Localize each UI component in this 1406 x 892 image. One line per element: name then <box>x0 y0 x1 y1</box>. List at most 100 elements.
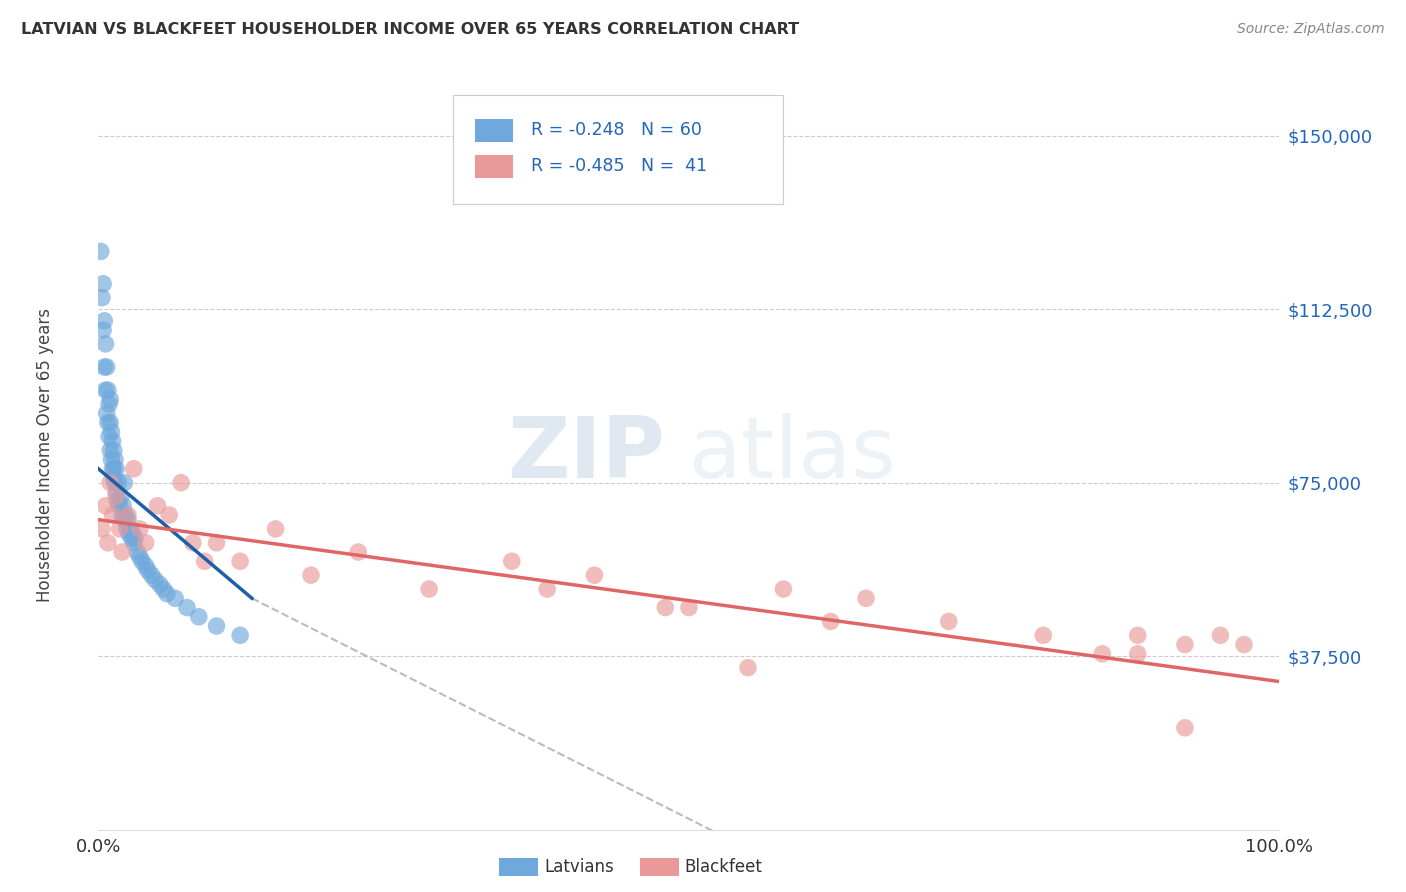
Point <box>100 452 122 467</box>
Point <box>583 568 606 582</box>
Point <box>131 554 153 568</box>
Point <box>107 475 129 490</box>
Point <box>108 499 131 513</box>
Point <box>1126 647 1149 661</box>
Point <box>128 522 150 536</box>
Point <box>104 475 127 490</box>
Point <box>94 383 117 397</box>
Point <box>737 661 759 675</box>
Point <box>146 499 169 513</box>
Point <box>165 591 187 606</box>
Point <box>135 558 157 573</box>
Point <box>91 277 114 291</box>
Point <box>135 536 157 550</box>
Point <box>98 475 121 490</box>
Point <box>103 443 125 458</box>
Text: R = -0.248   N = 60: R = -0.248 N = 60 <box>530 121 702 139</box>
Point <box>103 471 125 485</box>
Point <box>156 587 179 601</box>
Point <box>98 397 121 411</box>
Point <box>501 554 523 568</box>
Text: ZIP: ZIP <box>508 413 665 497</box>
Point <box>772 582 794 596</box>
Point <box>112 499 135 513</box>
Point <box>97 416 120 430</box>
Point <box>187 609 209 624</box>
Point <box>93 359 115 374</box>
Point <box>678 600 700 615</box>
Point <box>104 452 127 467</box>
Point <box>205 619 228 633</box>
Point <box>124 531 146 545</box>
Point <box>1174 638 1197 652</box>
Point <box>105 484 128 499</box>
Point <box>141 568 163 582</box>
Point <box>229 628 252 642</box>
Point <box>117 513 139 527</box>
Point <box>938 615 960 629</box>
Point <box>94 337 117 351</box>
Point <box>181 536 204 550</box>
Point <box>122 462 145 476</box>
Point <box>111 508 134 522</box>
Point <box>101 462 124 476</box>
Point <box>143 573 166 587</box>
Point <box>97 536 120 550</box>
Point <box>91 522 114 536</box>
Point <box>170 475 193 490</box>
Point <box>157 508 180 522</box>
Point <box>98 416 121 430</box>
Point <box>105 462 128 476</box>
Point <box>94 499 117 513</box>
Point <box>118 526 141 541</box>
Point <box>103 462 125 476</box>
Point <box>194 554 217 568</box>
Point <box>264 522 287 536</box>
Text: Latvians: Latvians <box>544 858 614 876</box>
Point <box>121 526 143 541</box>
Point <box>536 582 558 596</box>
Text: LATVIAN VS BLACKFEET HOUSEHOLDER INCOME OVER 65 YEARS CORRELATION CHART: LATVIAN VS BLACKFEET HOUSEHOLDER INCOME … <box>21 22 799 37</box>
Point <box>149 577 172 591</box>
Point <box>176 600 198 615</box>
Point <box>101 508 124 522</box>
Point <box>820 615 842 629</box>
Point <box>1233 638 1256 652</box>
Point <box>1091 647 1114 661</box>
Point <box>98 429 121 443</box>
Point <box>93 314 115 328</box>
Text: Blackfeet: Blackfeet <box>685 858 762 876</box>
Text: Source: ZipAtlas.com: Source: ZipAtlas.com <box>1237 22 1385 37</box>
Point <box>96 406 118 420</box>
Point <box>152 582 174 596</box>
Point <box>128 549 150 564</box>
Point <box>654 600 676 615</box>
Point <box>105 490 128 504</box>
Point <box>98 443 121 458</box>
Point <box>855 591 877 606</box>
Bar <box>475 120 513 142</box>
Point <box>114 508 136 522</box>
Point <box>97 383 120 397</box>
Point <box>1126 628 1149 642</box>
Point <box>136 564 159 578</box>
Point <box>205 536 228 550</box>
Bar <box>475 155 513 178</box>
Point <box>90 244 112 259</box>
Point <box>121 531 143 545</box>
Text: Householder Income Over 65 years: Householder Income Over 65 years <box>37 308 55 602</box>
Text: R = -0.485   N =  41: R = -0.485 N = 41 <box>530 158 707 176</box>
Point <box>117 508 139 522</box>
Point <box>108 522 131 536</box>
FancyBboxPatch shape <box>453 95 783 204</box>
Point <box>101 434 124 448</box>
Point <box>1209 628 1232 642</box>
Point <box>100 425 122 439</box>
Point <box>112 475 135 490</box>
Point <box>112 513 135 527</box>
Point <box>96 359 118 374</box>
Point <box>98 392 121 407</box>
Point <box>120 522 142 536</box>
Point <box>111 545 134 559</box>
Point <box>110 490 132 504</box>
